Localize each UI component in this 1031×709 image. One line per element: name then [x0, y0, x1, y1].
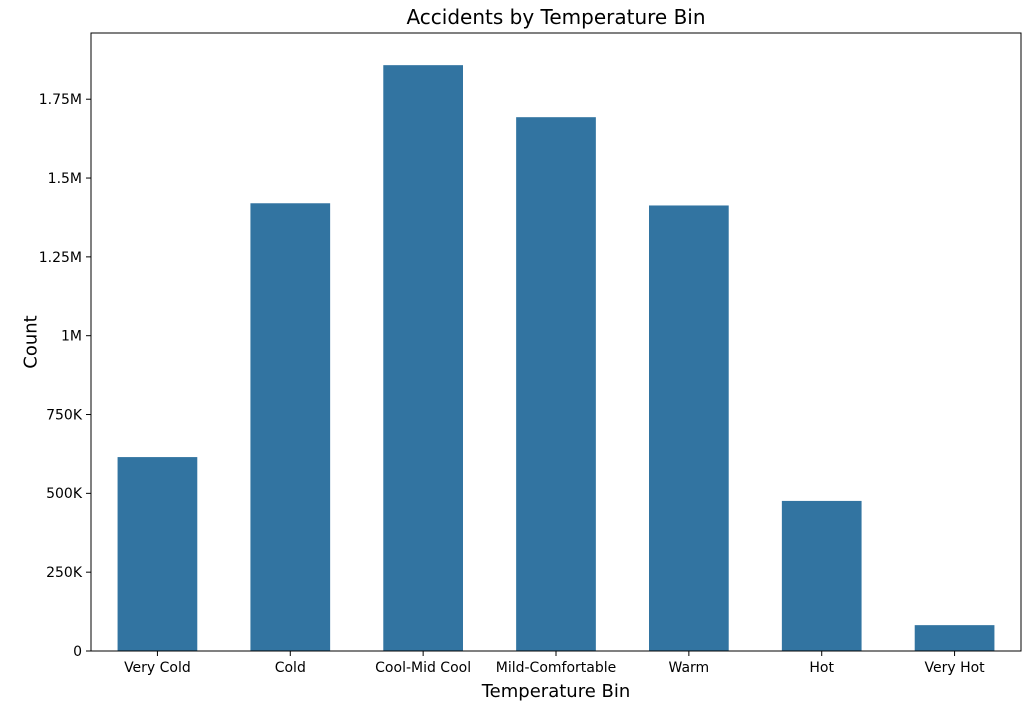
x-axis: Very Cold Cold Cool-Mid Cool Mild-Comfortab…: [124, 651, 985, 676]
y-tick-label: 500K: [46, 486, 83, 502]
bar-warm: [649, 205, 729, 651]
y-tick-label: 1.5M: [48, 171, 82, 187]
bar-mild-comfortable: [516, 117, 596, 651]
y-axis-label: Count: [20, 315, 41, 368]
y-tick-label: 250K: [46, 565, 83, 581]
y-tick-label: 0: [73, 644, 82, 660]
x-tick-label: Mild-Comfortable: [496, 660, 616, 676]
bar-very-hot: [914, 625, 995, 651]
x-tick-label: Cool-Mid Cool: [375, 660, 471, 676]
chart-title: Accidents by Temperature Bin: [406, 5, 705, 29]
bars-group: [117, 65, 995, 651]
x-tick-label: Hot: [809, 660, 834, 676]
x-axis-label: Temperature Bin: [481, 681, 631, 702]
plot-frame: [90, 32, 1022, 652]
y-tick-label: 1.75M: [39, 92, 82, 108]
bar-cool-mid-cool: [383, 65, 463, 651]
x-tick-label: Very Hot: [924, 660, 985, 676]
bar-cold: [250, 203, 331, 651]
x-tick-label: Very Cold: [124, 660, 191, 676]
x-tick-label: Warm: [669, 660, 710, 676]
y-tick-label: 750K: [46, 407, 83, 423]
bar-very-cold: [117, 457, 198, 651]
y-tick-label: 1.25M: [39, 250, 82, 266]
y-axis: 0 250K 500K 750K 1M 1.25M 1.5M 1.75M: [39, 92, 91, 660]
x-tick-label: Cold: [275, 660, 306, 676]
y-tick-label: 1M: [61, 329, 82, 345]
bar-hot: [781, 500, 862, 651]
